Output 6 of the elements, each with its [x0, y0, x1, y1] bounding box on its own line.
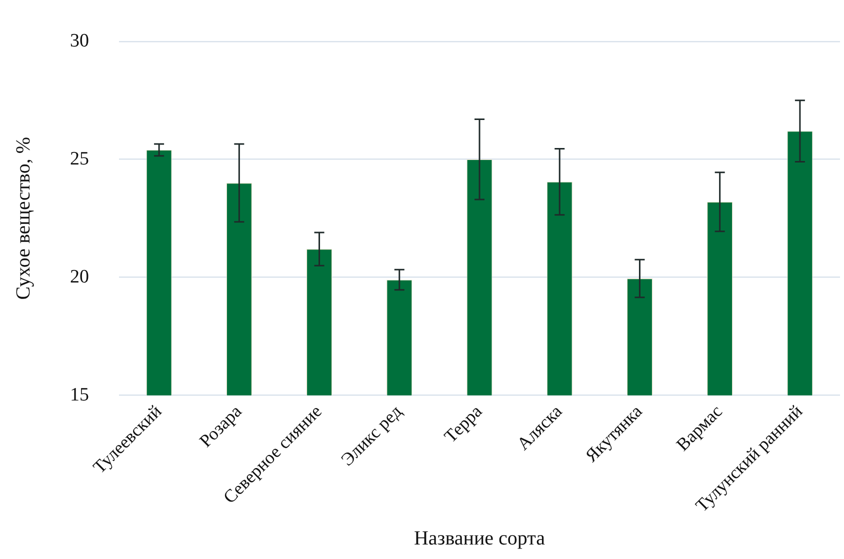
y-tick-label: 20	[70, 266, 89, 288]
y-axis-title: Сухое вещество, %	[12, 136, 34, 300]
y-tick-label: 15	[70, 384, 89, 406]
y-tick-label: 25	[70, 148, 89, 170]
x-axis-title: Название сорта	[414, 527, 546, 550]
y-tick-label: 30	[70, 30, 89, 52]
